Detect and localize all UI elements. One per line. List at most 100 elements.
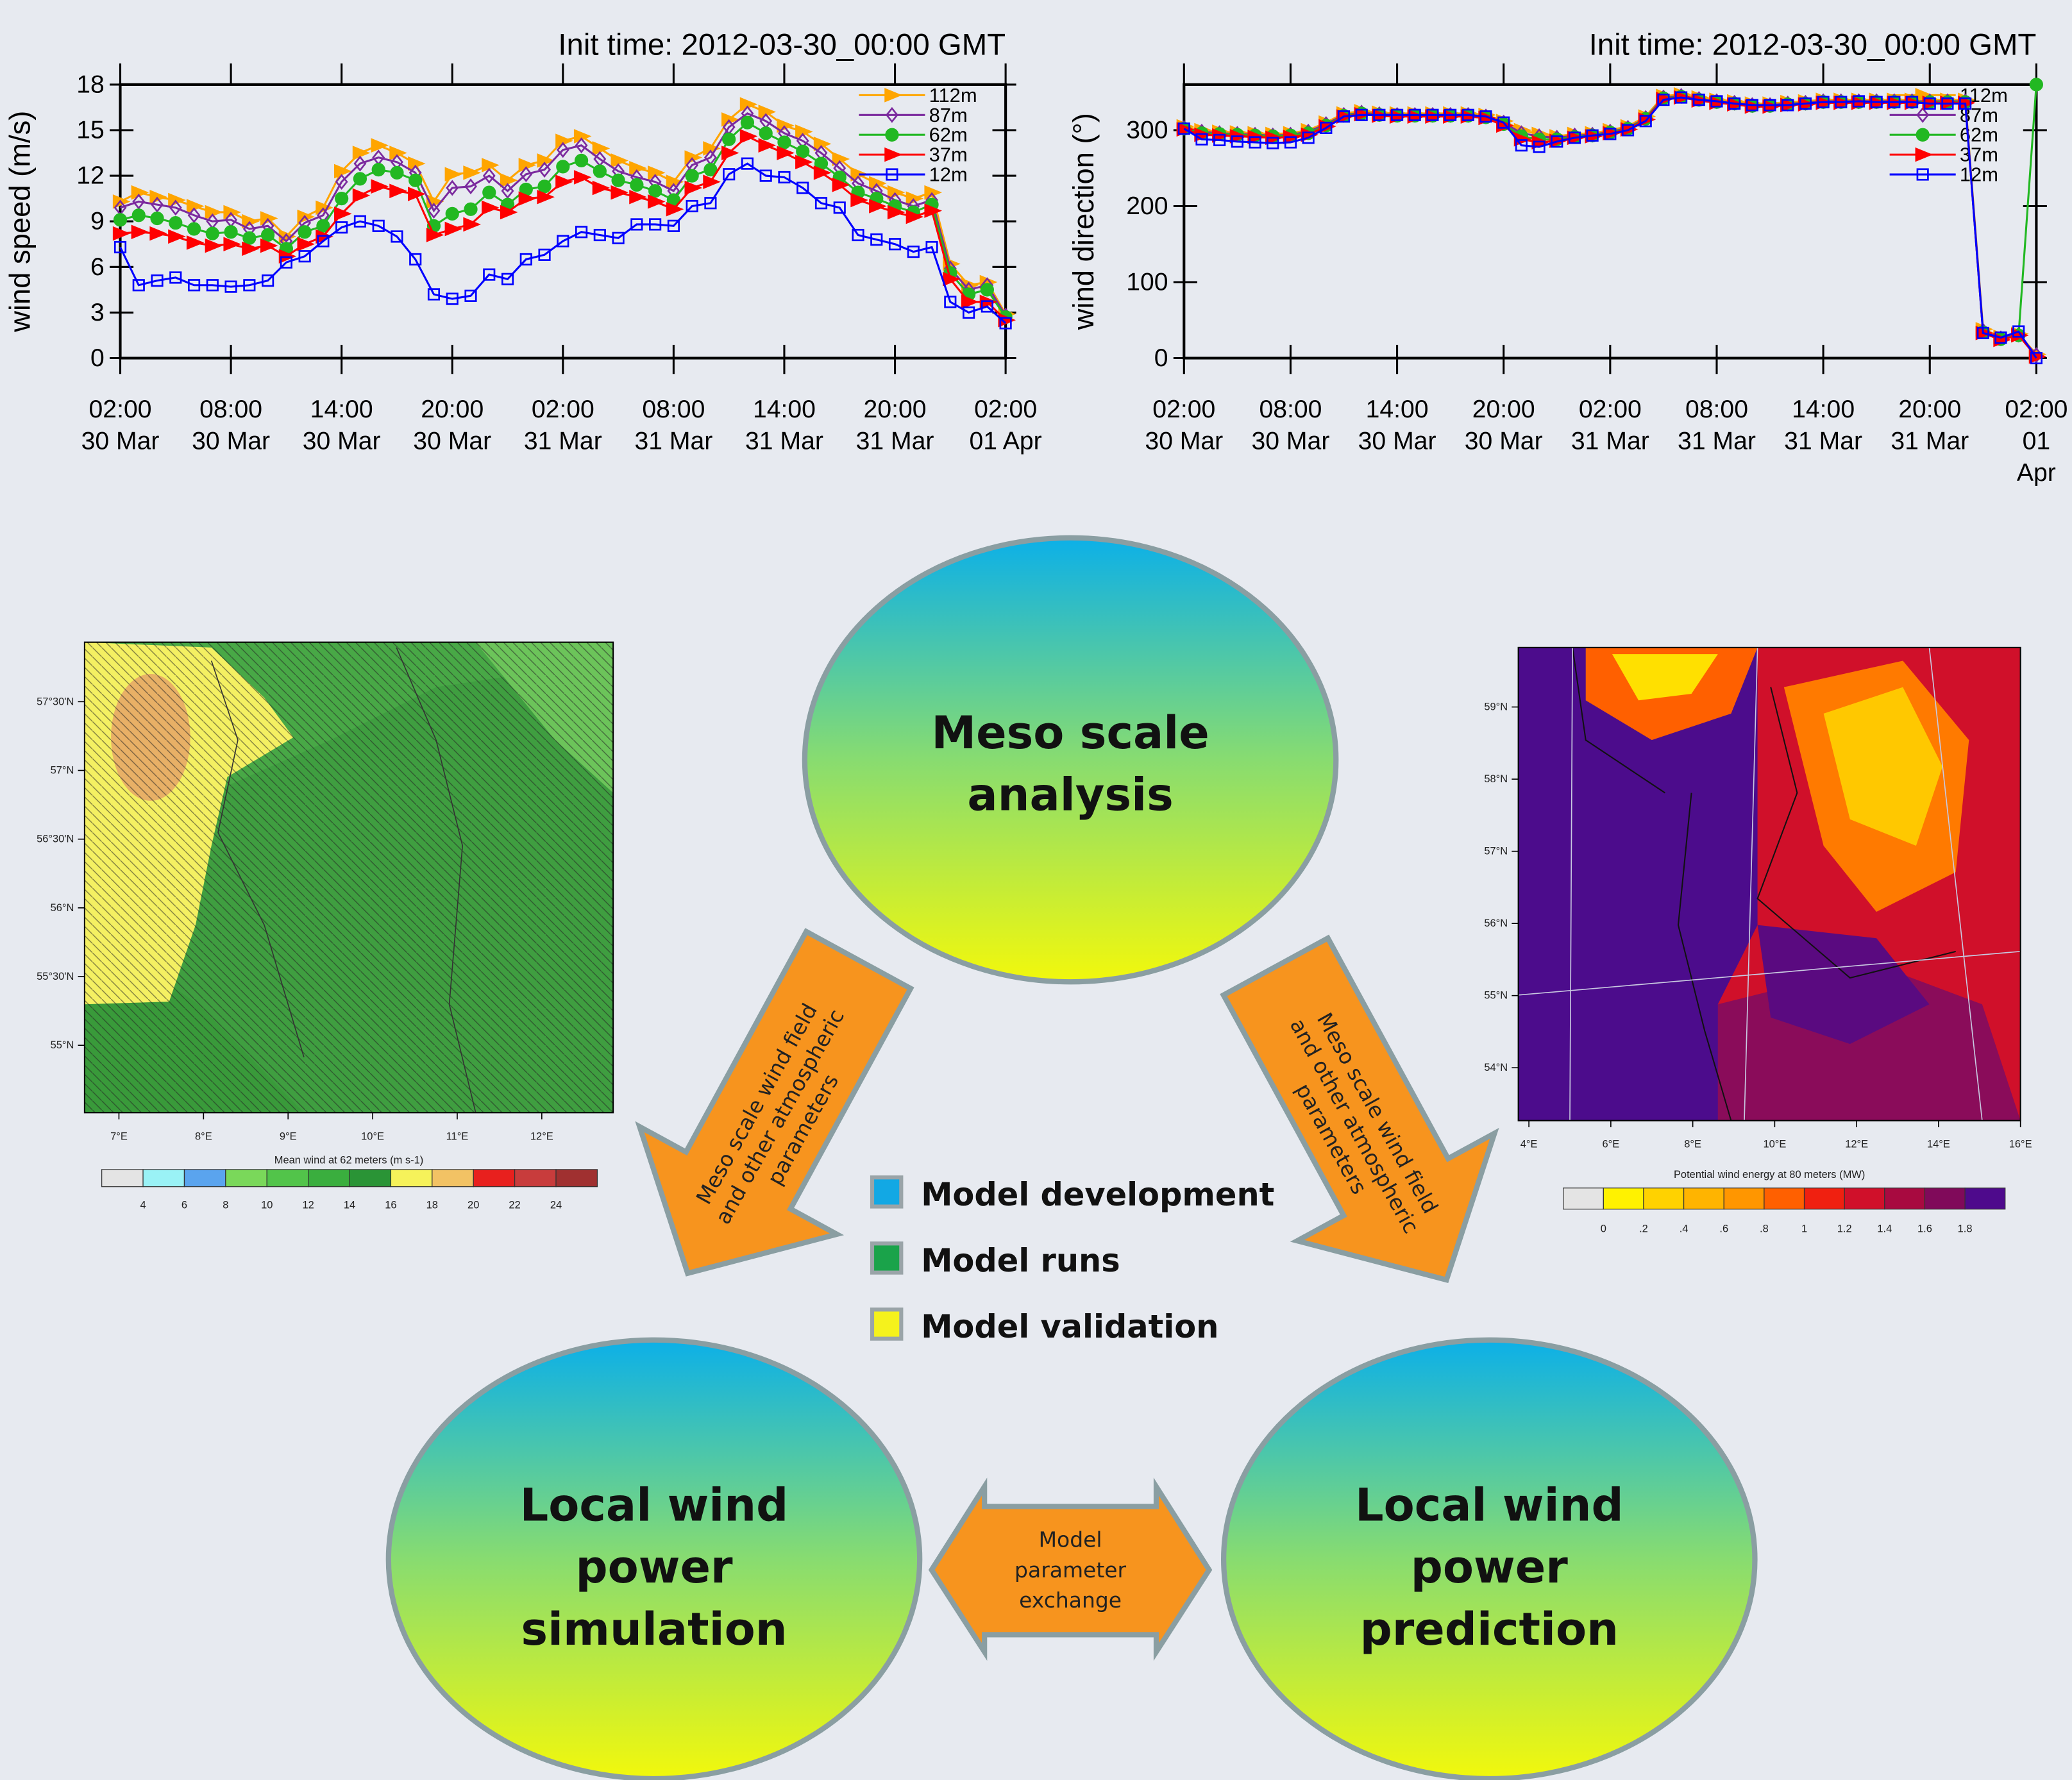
marker <box>187 207 201 224</box>
marker <box>482 167 496 184</box>
marker <box>371 179 389 194</box>
lon-label: 10°E <box>1763 1139 1786 1150</box>
marker <box>242 214 260 229</box>
marker <box>721 146 739 160</box>
x-tick-label: 20:00 31 Mar <box>855 396 934 457</box>
legend-label: 12m <box>929 164 968 186</box>
x-tick-label: 14:00 30 Mar <box>1358 396 1436 457</box>
marker <box>1976 326 1989 339</box>
colorbar-box <box>1803 1188 1845 1210</box>
marker <box>649 218 662 231</box>
arrow-text: exchange <box>1019 1588 1122 1613</box>
marker <box>1941 97 1954 110</box>
marker <box>1284 136 1297 149</box>
marker <box>538 162 552 178</box>
marker <box>537 190 555 205</box>
x-tick-label: 20:00 31 Mar <box>1891 396 1969 457</box>
marker <box>1728 97 1741 110</box>
marker <box>353 215 367 228</box>
marker <box>113 213 128 227</box>
marker <box>684 180 703 196</box>
marker <box>112 226 131 241</box>
marker <box>500 205 518 220</box>
marker <box>1373 108 1386 121</box>
marker <box>832 178 850 192</box>
marker <box>1915 147 1933 162</box>
marker <box>151 274 164 287</box>
x-tick-label: 08:00 30 Mar <box>192 396 271 457</box>
marker <box>796 144 810 158</box>
arrow <box>635 928 914 1277</box>
marker <box>352 146 371 160</box>
marker <box>261 228 275 242</box>
marker <box>963 306 975 319</box>
marker <box>885 128 899 142</box>
colorbar-label: 24 <box>550 1200 562 1211</box>
lon-label: 12°E <box>1845 1139 1868 1150</box>
marker <box>242 241 260 256</box>
marker <box>795 155 813 170</box>
marker <box>759 169 772 182</box>
marker <box>187 222 201 236</box>
marker <box>1916 168 1929 181</box>
marker <box>685 169 699 183</box>
colorbar-box <box>266 1169 309 1188</box>
legend-label: 62m <box>929 124 968 146</box>
marker <box>169 271 182 284</box>
lon-label: 10°E <box>361 1130 384 1142</box>
marker <box>884 88 902 103</box>
marker <box>371 138 389 153</box>
colorbar-label: .8 <box>1760 1223 1769 1235</box>
marker <box>131 224 149 240</box>
colorbar-label: 16 <box>385 1200 396 1211</box>
marker <box>593 164 607 178</box>
marker <box>703 174 721 189</box>
legend-label: 37m <box>1960 144 1998 166</box>
marker <box>833 201 846 214</box>
lon-label: 16°E <box>2009 1139 2032 1150</box>
map-frame <box>83 641 614 1114</box>
node-shape <box>1221 1337 1758 1780</box>
marker <box>905 209 924 224</box>
marker <box>445 206 459 221</box>
x-tick-label: 20:00 30 Mar <box>1464 396 1543 457</box>
y-tick-label: 15 <box>76 116 105 144</box>
lat-label: 57°30'N <box>37 696 74 707</box>
marker <box>905 191 924 206</box>
marker <box>1515 139 1528 152</box>
marker <box>444 221 463 237</box>
x-tick-label: 14:00 31 Mar <box>1784 396 1863 457</box>
marker <box>1799 97 1812 110</box>
marker <box>1497 116 1510 129</box>
lat-label: 56°N <box>51 902 74 914</box>
marker <box>1710 95 1723 108</box>
marker <box>1852 95 1866 108</box>
marker <box>739 129 758 144</box>
marker <box>1746 99 1758 112</box>
colorbar-label: 1.6 <box>1917 1223 1932 1235</box>
marker <box>426 228 444 242</box>
y-tick-label: 0 <box>1154 344 1168 372</box>
marker <box>1604 128 1617 140</box>
marker <box>132 193 146 210</box>
marker <box>371 163 385 177</box>
marker <box>1177 122 1190 135</box>
x-tick-label: 02:00 30 Mar <box>81 396 160 457</box>
marker <box>335 174 348 190</box>
marker <box>1781 99 1794 112</box>
node-label: prediction <box>1360 1603 1619 1656</box>
marker <box>814 197 828 210</box>
marker <box>722 132 736 146</box>
colorbar-label: 12 <box>302 1200 314 1211</box>
x-tick-label: 02:00 01 Apr <box>969 396 1042 457</box>
lon-label: 8°E <box>1684 1139 1701 1150</box>
marker <box>1302 131 1315 144</box>
marker <box>869 199 887 214</box>
marker <box>884 147 902 162</box>
marker <box>298 225 312 239</box>
marker <box>886 168 898 181</box>
marker <box>1461 108 1474 121</box>
x-tick-label: 20:00 30 Mar <box>413 396 492 457</box>
legend-label: 62m <box>1960 124 1998 146</box>
